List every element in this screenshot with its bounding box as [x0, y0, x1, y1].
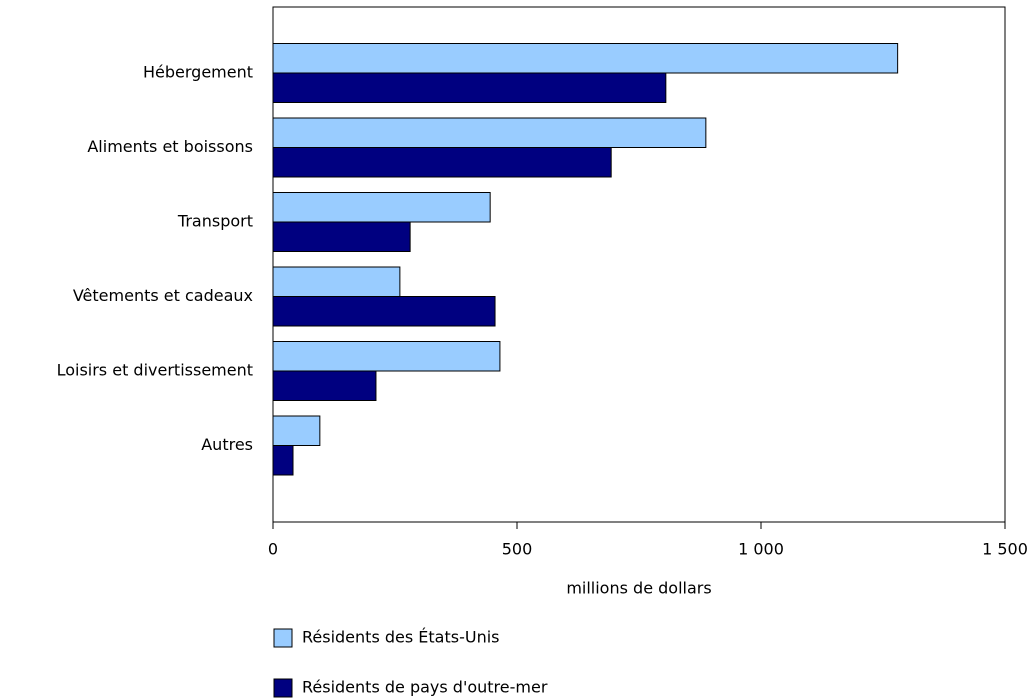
bar [272, 266, 401, 297]
x-tick-label: 1 500 [982, 540, 1028, 559]
legend-swatch [273, 678, 293, 698]
bar [272, 370, 377, 401]
x-tick-label: 0 [268, 540, 278, 559]
y-tick-label: Autres [201, 435, 253, 454]
y-tick-label: Aliments et boissons [87, 137, 253, 156]
bar [272, 296, 496, 327]
legend-label: Résidents de pays d'outre-mer [302, 678, 548, 697]
bar [272, 72, 667, 103]
bar [272, 43, 899, 74]
bar [272, 415, 321, 446]
plot-frame [272, 6, 1006, 523]
y-tick-label: Loisirs et divertissement [57, 361, 253, 380]
x-tick-label: 1 000 [738, 540, 784, 559]
bar [272, 117, 707, 148]
x-tick-label: 500 [502, 540, 533, 559]
bar [272, 147, 612, 178]
y-tick-label: Transport [177, 212, 253, 231]
legend-swatch [273, 628, 293, 648]
bar [272, 192, 491, 223]
y-tick-label: Vêtements et cadeaux [73, 286, 253, 305]
bar [272, 341, 501, 372]
y-tick-label: Hébergement [143, 63, 253, 82]
x-axis-label: millions de dollars [566, 579, 711, 598]
bar [272, 445, 294, 476]
bar [272, 221, 411, 252]
legend-label: Résidents des États-Unis [302, 628, 499, 647]
